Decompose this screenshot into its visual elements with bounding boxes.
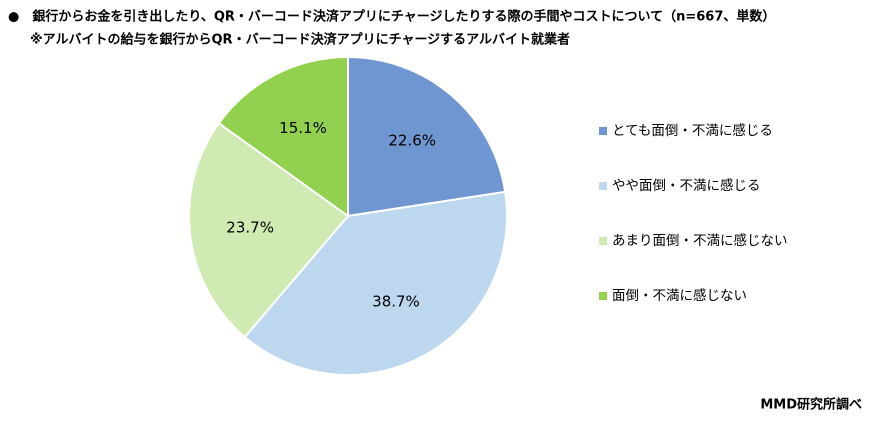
chart-title: ● 銀行からお金を引き出したり、QR・バーコード決済アプリにチャージしたりする際… bbox=[8, 9, 775, 25]
chart-subtitle: ※アルバイトの給与を銀行からQR・バーコード決済アプリにチャージするアルバイト就… bbox=[30, 32, 570, 48]
data-label: 22.6% bbox=[388, 132, 436, 150]
legend-swatch bbox=[599, 182, 607, 190]
pie-slice bbox=[347, 55, 507, 218]
data-label: 23.7% bbox=[226, 218, 274, 236]
legend-swatch bbox=[599, 237, 607, 245]
legend-label: やや面倒・不満に感じる bbox=[612, 177, 761, 194]
source: MMD研究所調べ bbox=[760, 397, 862, 413]
legend-swatch bbox=[599, 127, 607, 135]
legend-swatch bbox=[599, 292, 607, 300]
pie-slice bbox=[217, 55, 349, 218]
pie-slice bbox=[243, 190, 508, 376]
legend-label: 面倒・不満に感じない bbox=[612, 287, 747, 304]
legend-label: あまり面倒・不満に感じない bbox=[612, 232, 788, 249]
legend-label: とても面倒・不満に感じる bbox=[612, 122, 773, 139]
data-label: 15.1% bbox=[279, 119, 327, 137]
pie-slice bbox=[188, 121, 350, 339]
data-label: 38.7% bbox=[372, 293, 420, 311]
